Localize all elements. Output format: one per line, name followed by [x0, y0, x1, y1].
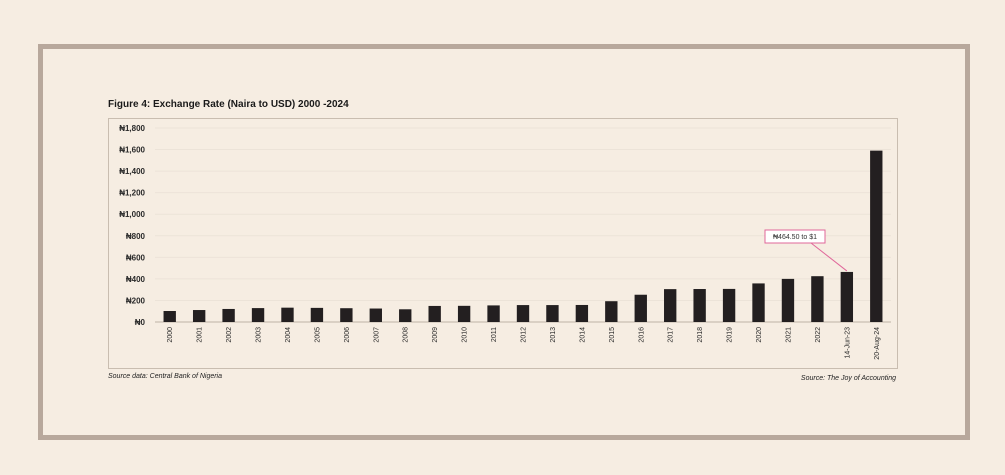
bar [634, 294, 647, 322]
x-tick-label: 2016 [638, 327, 645, 343]
x-tick-label: 14-Jun-23 [844, 327, 851, 359]
x-tick-label: 2013 [550, 327, 557, 343]
annotation-box [764, 229, 826, 244]
bar [546, 305, 559, 322]
bar [369, 308, 382, 322]
x-tick-label: 2008 [403, 327, 410, 343]
x-tick-label: 2007 [373, 327, 380, 343]
bar [310, 307, 324, 322]
x-tick-label: 2006 [344, 327, 351, 343]
bar [664, 289, 677, 322]
source-credit-note: Source: The Joy of Accounting [800, 375, 896, 382]
x-tick-label: 2003 [256, 327, 263, 343]
x-tick-label: 2017 [668, 327, 675, 343]
y-tick-label: ₦1,600 [119, 146, 145, 155]
x-tick-label: 2001 [197, 327, 204, 343]
x-tick-label: 2005 [314, 327, 321, 343]
bar [192, 310, 206, 322]
bar [605, 301, 618, 322]
bar [281, 307, 294, 322]
x-tick-label: 2011 [491, 327, 498, 342]
x-tick-label: 2020 [756, 327, 763, 343]
source-data-note: Source data: Central Bank of Nigeria [108, 373, 223, 380]
y-tick-label: ₦400 [126, 275, 146, 284]
y-tick-label: ₦1,000 [119, 210, 145, 219]
bar [781, 278, 795, 322]
x-tick-label: 2021 [785, 327, 792, 343]
bar [840, 271, 854, 322]
bar-chart: ₦0 ₦200 ₦400 ₦600 ₦800 ₦1,000 ₦1,200 ₦1,400 ₦1,6… [119, 124, 891, 360]
bar [457, 305, 471, 322]
bar [870, 150, 883, 322]
x-tick-label: 2022 [815, 327, 822, 343]
bar [575, 304, 589, 322]
bar [251, 308, 265, 322]
bar [722, 288, 736, 322]
y-tick-label: ₦200 [126, 296, 146, 305]
x-tick-label: 2019 [727, 327, 734, 343]
bar [222, 308, 235, 322]
x-tick-label: 2002 [226, 327, 233, 343]
bar [752, 283, 765, 322]
x-tick-label: 2012 [521, 327, 528, 343]
bar [811, 276, 824, 322]
y-tick-label: ₦1,800 [119, 124, 145, 133]
y-tick-label: ₦1,400 [119, 167, 145, 176]
bar [693, 289, 706, 322]
x-tick-label: 2009 [432, 327, 439, 343]
bar [340, 308, 353, 322]
x-tick-label: 2010 [462, 327, 469, 343]
x-tick-label: 2014 [579, 327, 586, 343]
x-tick-label: 2000 [167, 327, 174, 343]
bar [163, 311, 176, 322]
x-tick-label: 20-Aug-24 [874, 327, 881, 360]
y-tick-label: ₦0 [135, 318, 146, 327]
x-tick-label: 2018 [697, 327, 704, 343]
bar [399, 309, 412, 322]
y-tick-label: ₦1,200 [119, 189, 145, 198]
annotation-leader-line [810, 242, 848, 272]
chart-title: Figure 4: Exchange Rate (Naira to USD) 2… [108, 99, 349, 110]
plot-area: ₦0 ₦200 ₦400 ₦600 ₦800 ₦1,000 ₦1,200 ₦1,400 ₦1,6… [108, 118, 898, 369]
y-tick-label: ₦600 [126, 253, 146, 262]
bar [516, 305, 530, 322]
y-tick-label: ₦800 [126, 232, 146, 241]
bar [428, 305, 441, 322]
x-tick-label: 2004 [285, 327, 292, 343]
bar [487, 305, 500, 322]
x-tick-label: 2015 [609, 327, 616, 343]
annotation-label: ₦464.50 to $1 [773, 234, 817, 241]
